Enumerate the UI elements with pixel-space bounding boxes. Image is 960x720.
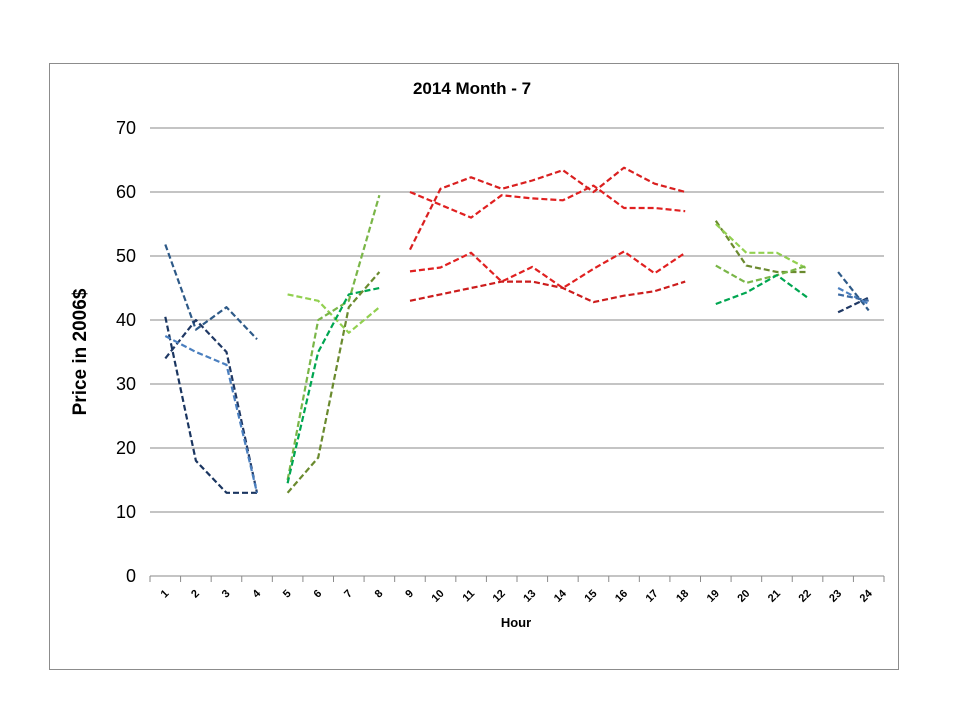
y-tick-label: 40 [116, 310, 136, 330]
series-line [837, 287, 870, 305]
series-line [409, 250, 686, 290]
gridlines [150, 127, 884, 513]
x-tick-label: 19 [705, 588, 722, 605]
series-line [287, 293, 381, 334]
series-line [409, 280, 686, 304]
y-tick-label: 70 [116, 118, 136, 138]
x-tick-label: 11 [461, 588, 478, 605]
x-tick-label: 24 [858, 587, 876, 605]
y-tick-label: 0 [126, 566, 136, 586]
x-tick-label: 2 [189, 588, 202, 601]
y-tick-label: 20 [116, 438, 136, 458]
x-tick-label: 5 [281, 588, 294, 601]
x-tick-label: 17 [644, 588, 661, 605]
x-tick-label: 13 [521, 588, 538, 605]
x-tick-label: 23 [827, 588, 844, 605]
series-line [164, 318, 259, 494]
series-line [286, 194, 381, 481]
x-axis: 1 2 3 4 5 6 7 8 9 10 11 12 13 14 15 16 17 18 19 20 21 22 23 24 [149, 575, 885, 605]
y-tick-label: 10 [116, 502, 136, 522]
x-tick-label: 6 [312, 588, 325, 601]
x-tick-label: 7 [342, 588, 355, 601]
x-tick-label: 9 [403, 588, 416, 601]
x-tick-label: 21 [766, 588, 783, 605]
chart-title: 2014 Month - 7 [413, 79, 531, 98]
series-line [837, 293, 869, 302]
series-line [409, 166, 686, 251]
x-tick-label: 8 [373, 588, 386, 601]
x-tick-label: 15 [582, 588, 599, 605]
series-line [714, 220, 808, 274]
series-line [837, 296, 870, 314]
y-axis-ticks: 0 10 20 30 40 50 60 70 [116, 118, 136, 586]
y-tick-label: 30 [116, 374, 136, 394]
y-axis-label: Price in 2006$ [70, 288, 91, 415]
series-line [409, 184, 686, 219]
series-line [164, 335, 259, 494]
series-line [715, 274, 809, 306]
x-tick-label: 3 [220, 588, 233, 601]
series-line [286, 286, 380, 484]
x-tick-label: 16 [613, 588, 630, 605]
series-lines [164, 166, 870, 494]
series-line [164, 244, 258, 340]
series-line [164, 316, 257, 494]
series-line [837, 271, 870, 312]
x-tick-label: 14 [552, 587, 570, 605]
x-tick-label: 18 [674, 588, 691, 605]
x-tick-label: 22 [797, 588, 814, 605]
series-line [715, 223, 809, 270]
x-axis-label: Hour [501, 615, 531, 630]
x-tick-label: 20 [735, 588, 752, 605]
x-tick-label: 4 [250, 587, 263, 600]
series-line [286, 271, 381, 494]
y-tick-label: 60 [116, 182, 136, 202]
y-tick-label: 50 [116, 246, 136, 266]
series-line [715, 264, 808, 284]
x-tick-label: 1 [159, 588, 172, 601]
x-tick-label: 12 [491, 588, 508, 605]
x-tick-label: 10 [430, 588, 447, 605]
